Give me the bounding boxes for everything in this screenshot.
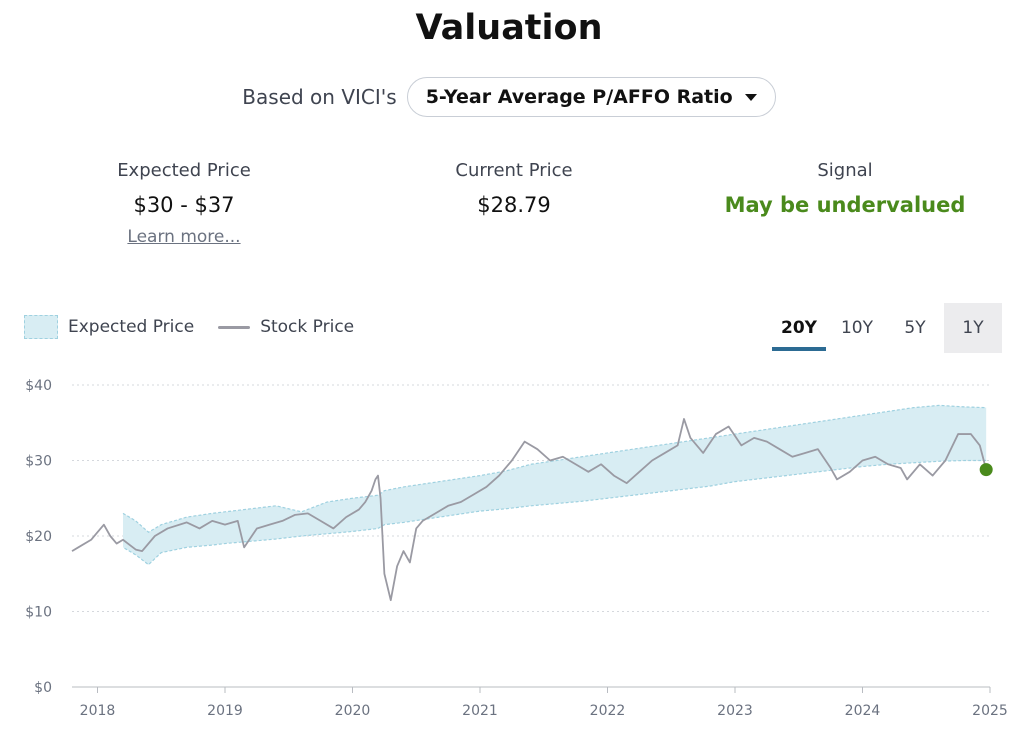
page-title: Valuation xyxy=(415,8,603,48)
current-price-value: $28.79 xyxy=(477,193,551,217)
expected-price-band-lower-edge xyxy=(122,459,987,566)
x-tick-label: 2018 xyxy=(80,703,116,719)
stock-price-line-swatch xyxy=(218,325,251,329)
basis-selected-value: 5-Year Average P/AFFO Ratio xyxy=(425,86,733,108)
expected-price-value: $30 - $37 xyxy=(133,193,235,217)
chevron-down-icon xyxy=(744,93,757,101)
y-tick-label: $0 xyxy=(34,680,52,696)
basis-label: Based on VICI's xyxy=(242,85,397,109)
tab-10y[interactable]: 10Y xyxy=(840,318,874,338)
expected-price-label: Expected Price xyxy=(117,160,251,181)
x-tick-label: 2022 xyxy=(590,703,626,719)
chart-legend: Expected Price Stock Price xyxy=(24,315,378,339)
x-tick-label: 2024 xyxy=(845,703,881,719)
valuation-basis-row: Based on VICI's 5-Year Average P/AFFO Ra… xyxy=(0,77,1018,117)
legend-stock-price: Stock Price xyxy=(260,317,355,337)
y-tick-label: $10 xyxy=(25,605,52,621)
current-price-label: Current Price xyxy=(455,160,573,181)
y-tick-label: $20 xyxy=(25,529,52,545)
x-tick-label: 2019 xyxy=(207,703,243,719)
signal-label: Signal xyxy=(817,160,873,181)
time-range-tabs: 20Y 10Y 5Y 1Y xyxy=(770,303,1002,353)
expected-price-metric: Expected Price $30 - $37 Learn more... xyxy=(34,160,334,247)
learn-more-link[interactable]: Learn more... xyxy=(127,227,241,247)
x-tick-label: 2020 xyxy=(335,703,371,719)
signal-value: May be undervalued xyxy=(724,193,966,217)
tab-5y[interactable]: 5Y xyxy=(904,318,926,338)
y-tick-label: $40 xyxy=(25,378,52,394)
expected-price-band-upper-edge xyxy=(122,404,987,533)
x-tick-label: 2021 xyxy=(462,703,498,719)
valuation-basis-dropdown[interactable]: 5-Year Average P/AFFO Ratio xyxy=(406,77,776,117)
y-tick-label: $30 xyxy=(25,454,52,470)
tab-20y[interactable]: 20Y xyxy=(770,303,828,353)
x-tick-label: 2025 xyxy=(972,703,1008,719)
x-tick-label: 2023 xyxy=(717,703,753,719)
stock-price-line xyxy=(71,418,988,602)
current-price-dot xyxy=(979,463,993,477)
tab-1y[interactable]: 1Y xyxy=(944,303,1002,353)
legend-expected-price: Expected Price xyxy=(68,317,195,337)
current-price-metric: Current Price $28.79 xyxy=(364,160,664,217)
valuation-chart: $0 $10 $20 $30 $40 2018 2019 2020 2021 2022 2023 20… xyxy=(25,378,1008,719)
expected-price-band xyxy=(123,405,987,565)
expected-price-swatch xyxy=(24,315,58,339)
signal-metric: Signal May be undervalued xyxy=(695,160,995,217)
